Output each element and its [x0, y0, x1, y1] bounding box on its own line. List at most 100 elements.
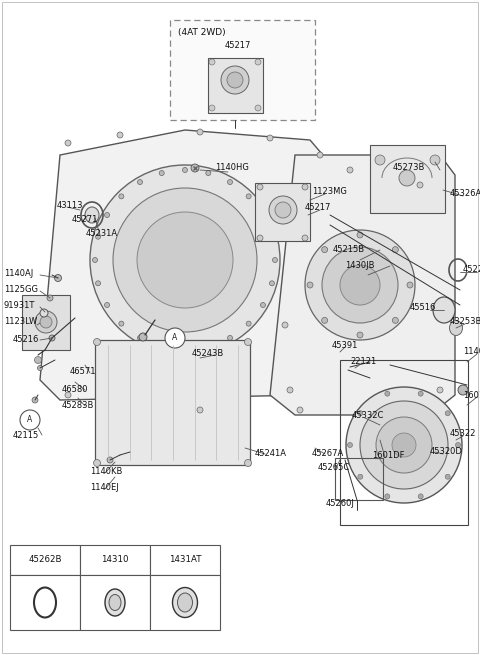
Circle shape [417, 182, 423, 188]
Circle shape [261, 212, 265, 217]
Bar [22, 295, 70, 350]
Circle shape [105, 303, 109, 307]
Text: A: A [172, 333, 178, 343]
Circle shape [269, 234, 275, 239]
Circle shape [358, 474, 363, 479]
Circle shape [322, 247, 398, 323]
Circle shape [305, 230, 415, 340]
Text: 1601DA: 1601DA [463, 390, 480, 400]
Text: 45271: 45271 [72, 214, 98, 223]
Text: 45320D: 45320D [430, 447, 463, 457]
Circle shape [317, 152, 323, 158]
Bar [370, 145, 445, 213]
Bar [335, 458, 383, 500]
Circle shape [347, 167, 353, 173]
Text: 45267A: 45267A [312, 449, 344, 457]
Circle shape [385, 494, 390, 499]
Text: 1140KB: 1140KB [90, 468, 122, 476]
Circle shape [357, 232, 363, 238]
Circle shape [159, 170, 164, 176]
Text: 1430JB: 1430JB [345, 261, 374, 269]
Bar [95, 340, 250, 465]
Circle shape [105, 212, 109, 217]
Ellipse shape [109, 595, 121, 610]
Bar [255, 183, 310, 241]
Circle shape [94, 339, 100, 345]
Circle shape [182, 348, 188, 352]
Circle shape [257, 184, 263, 190]
Text: 1431AT: 1431AT [169, 555, 201, 565]
Circle shape [458, 385, 468, 395]
Bar [10, 575, 80, 630]
Circle shape [55, 274, 61, 282]
Circle shape [376, 417, 432, 473]
Ellipse shape [178, 593, 192, 612]
Circle shape [322, 247, 328, 253]
Circle shape [297, 407, 303, 413]
Circle shape [206, 170, 211, 176]
Circle shape [197, 407, 203, 413]
Ellipse shape [449, 320, 463, 335]
Bar [150, 575, 220, 630]
Text: 14310: 14310 [101, 555, 129, 565]
Circle shape [191, 164, 199, 172]
Circle shape [244, 460, 252, 466]
PathPatch shape [270, 155, 455, 415]
Text: 45231A: 45231A [86, 229, 118, 238]
Circle shape [228, 179, 232, 185]
Circle shape [437, 387, 443, 393]
Text: 45217: 45217 [225, 41, 252, 50]
Circle shape [287, 387, 293, 393]
Circle shape [96, 281, 101, 286]
Circle shape [418, 391, 423, 396]
Circle shape [94, 460, 100, 466]
Text: A: A [27, 415, 33, 424]
Text: 45283B: 45283B [62, 402, 95, 411]
Bar [80, 575, 150, 630]
Circle shape [40, 316, 52, 328]
Circle shape [273, 257, 277, 263]
Ellipse shape [172, 588, 197, 618]
Circle shape [182, 168, 188, 172]
Circle shape [197, 129, 203, 135]
Text: 43113: 43113 [57, 200, 84, 210]
Circle shape [165, 328, 185, 348]
Circle shape [392, 318, 398, 324]
Circle shape [340, 265, 380, 305]
Circle shape [209, 105, 215, 111]
Circle shape [113, 188, 257, 332]
Circle shape [65, 140, 71, 146]
Circle shape [302, 235, 308, 241]
Text: 45516: 45516 [410, 303, 436, 312]
Circle shape [275, 202, 291, 218]
Circle shape [255, 105, 261, 111]
Text: 45265C: 45265C [318, 464, 350, 472]
Text: 45217: 45217 [305, 204, 331, 212]
Text: 45273B: 45273B [393, 164, 425, 172]
Ellipse shape [433, 297, 455, 323]
Circle shape [35, 356, 41, 364]
Circle shape [322, 318, 328, 324]
Circle shape [282, 322, 288, 328]
Circle shape [37, 365, 43, 371]
Circle shape [445, 411, 450, 416]
Text: 45241A: 45241A [255, 449, 287, 457]
Circle shape [348, 443, 352, 447]
Circle shape [206, 345, 211, 349]
Circle shape [302, 184, 308, 190]
Circle shape [360, 401, 448, 489]
Circle shape [49, 335, 55, 341]
Circle shape [228, 335, 232, 341]
Circle shape [418, 494, 423, 499]
Circle shape [221, 66, 249, 94]
Circle shape [244, 339, 252, 345]
Text: 91931T: 91931T [4, 301, 36, 310]
Text: 45322: 45322 [450, 430, 476, 438]
Text: 1601DF: 1601DF [372, 451, 405, 460]
Text: 1140FH: 1140FH [463, 348, 480, 356]
Text: 43253B: 43253B [450, 318, 480, 326]
Ellipse shape [105, 589, 125, 616]
Text: 45326A: 45326A [450, 189, 480, 198]
Text: 22121: 22121 [350, 356, 376, 365]
Circle shape [392, 433, 416, 457]
